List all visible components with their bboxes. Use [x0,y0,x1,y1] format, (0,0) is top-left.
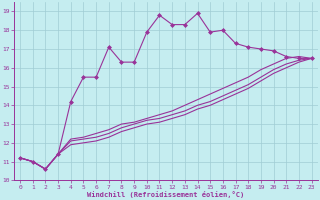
X-axis label: Windchill (Refroidissement éolien,°C): Windchill (Refroidissement éolien,°C) [87,191,244,198]
